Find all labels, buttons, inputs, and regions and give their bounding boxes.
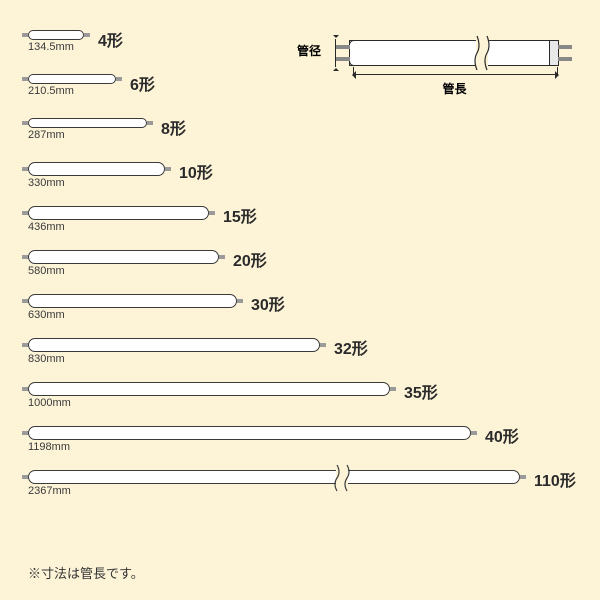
- length-label: 管長: [327, 80, 582, 97]
- pin-right: [84, 33, 90, 37]
- pin-right: [219, 255, 225, 259]
- type-label: 40形: [485, 423, 519, 447]
- tube-shape: [28, 162, 165, 176]
- type-label: 4形: [98, 27, 123, 51]
- pin-right: [471, 431, 477, 435]
- length-label: 210.5mm: [28, 85, 74, 97]
- tube-shape: [28, 74, 116, 84]
- pin-right: [520, 475, 526, 479]
- legend-pin: [558, 45, 572, 49]
- tube-shape: [28, 294, 237, 308]
- pin-right: [147, 121, 153, 125]
- break-symbol: [333, 464, 351, 492]
- length-label: 580mm: [28, 265, 65, 277]
- type-label: 110形: [534, 467, 576, 491]
- diameter-dimension-line: [335, 39, 348, 67]
- length-label: 287mm: [28, 129, 65, 141]
- type-label: 6形: [130, 71, 155, 95]
- legend-tube: [349, 40, 559, 66]
- type-label: 8形: [161, 115, 186, 139]
- pin-right: [116, 77, 122, 81]
- tube-shape: [28, 426, 471, 440]
- tube-shape: [28, 250, 219, 264]
- diagram-canvas: 管径 管長 4形 134.5mm 6形 210.5mm 8形 287mm 10形 330mm 1…: [0, 0, 600, 600]
- length-label: 1000mm: [28, 397, 71, 409]
- tube-shape: [28, 206, 209, 220]
- type-label: 32形: [334, 335, 368, 359]
- length-label: 630mm: [28, 309, 65, 321]
- legend-pin: [558, 57, 572, 61]
- legend-pin: [336, 57, 350, 61]
- tube-shape: [28, 30, 84, 40]
- dimension-legend: 管径 管長: [327, 22, 582, 94]
- type-label: 10形: [179, 159, 213, 183]
- footnote: ※寸法は管長です。: [28, 563, 144, 582]
- type-label: 30形: [251, 291, 285, 315]
- tube-shape: [28, 118, 147, 128]
- pin-right: [165, 167, 171, 171]
- tube-shape: [28, 338, 320, 352]
- length-label: 830mm: [28, 353, 65, 365]
- tube-shape: [28, 470, 520, 484]
- break-symbol: [472, 34, 492, 72]
- legend-pin: [336, 45, 350, 49]
- length-label: 1198mm: [28, 441, 70, 453]
- tube-endcap-right: [549, 40, 559, 66]
- diameter-label: 管径: [297, 42, 321, 59]
- pin-right: [320, 343, 326, 347]
- type-label: 35形: [404, 379, 438, 403]
- type-label: 15形: [223, 203, 257, 227]
- length-label: 2367mm: [28, 485, 71, 497]
- length-label: 134.5mm: [28, 41, 74, 53]
- pin-right: [237, 299, 243, 303]
- tube-shape: [28, 382, 390, 396]
- type-label: 20形: [233, 247, 267, 271]
- length-label: 330mm: [28, 177, 65, 189]
- pin-right: [390, 387, 396, 391]
- pin-right: [209, 211, 215, 215]
- length-label: 436mm: [28, 221, 65, 233]
